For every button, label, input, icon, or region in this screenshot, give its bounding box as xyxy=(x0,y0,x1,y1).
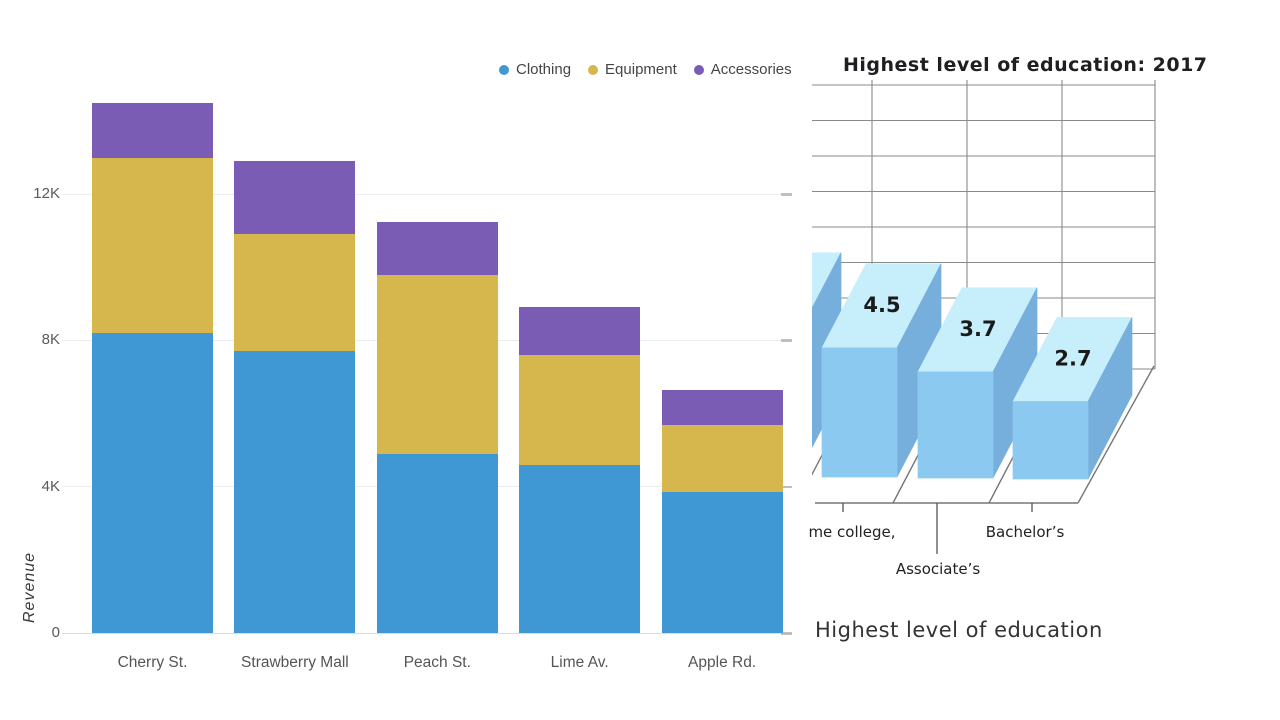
data-labels-layer: 4.5 3.7 2.7 xyxy=(863,293,1091,371)
revenue-stacked-bar-chart: Clothing Equipment Accessories Revenue 0 4K… xyxy=(21,61,792,671)
bar-front-face xyxy=(780,337,797,476)
x-axis-category-label: Strawberry Mall xyxy=(241,654,349,671)
bar-segment-clothing[interactable] xyxy=(519,464,641,633)
x-axis-ticks xyxy=(842,503,1033,554)
category-label: me college, xyxy=(808,523,895,541)
bar-value-label: 2.7 xyxy=(1054,347,1091,371)
bar-segment-accessories[interactable] xyxy=(661,389,783,425)
bar-segment-accessories[interactable] xyxy=(234,161,356,235)
bar-front-face xyxy=(1012,401,1089,480)
legend-dot-icon xyxy=(693,64,704,75)
bar-segment-accessories[interactable] xyxy=(376,221,498,275)
gridline xyxy=(62,193,792,195)
x-axis-category-label: Cherry St. xyxy=(117,654,188,671)
floor-right-edge xyxy=(1077,365,1155,504)
bar-front-face xyxy=(917,371,994,479)
bar-segment-clothing[interactable] xyxy=(234,351,356,633)
x-axis-title: Highest level of education xyxy=(815,618,1103,642)
bar-segment-clothing[interactable] xyxy=(92,333,213,633)
y-axis-tick-label: 0 xyxy=(51,624,60,641)
y-axis-tick-label: 12K xyxy=(33,185,60,203)
legend-item-label: Clothing xyxy=(516,61,572,78)
bar-segment-equipment[interactable] xyxy=(234,234,356,352)
bar-segment-equipment[interactable] xyxy=(92,157,213,334)
x-axis-category-label: Apple Rd. xyxy=(688,654,757,671)
bar-segment-equipment[interactable] xyxy=(519,355,641,465)
education-3d-bar-chart: 4.5 3.7 2.7 Highest level of education: 20… xyxy=(780,0,1280,642)
bar-segment-accessories[interactable] xyxy=(519,307,641,356)
legend-item-clothing[interactable]: Clothing xyxy=(499,61,571,78)
gridline-end-mark xyxy=(781,485,792,489)
legend-dot-icon xyxy=(588,64,599,75)
category-labels-layer: me college, Associate’s Bachelor’s xyxy=(808,523,1064,578)
y-axis-tick-label: 4K xyxy=(41,477,60,495)
chart-legend: Clothing Equipment Accessories xyxy=(499,61,792,78)
clipped-chart-title: Highest level of education: 2017 xyxy=(843,54,1208,76)
bar-segment-equipment[interactable] xyxy=(376,274,498,454)
bar-segment-clothing[interactable] xyxy=(376,453,498,633)
bar-value-label: 4.5 xyxy=(863,293,900,317)
legend-dot-icon xyxy=(499,64,509,75)
bar-segment-clothing[interactable] xyxy=(661,492,783,633)
bar-value-label: 3.7 xyxy=(959,317,996,341)
legend-item-equipment[interactable]: Equipment xyxy=(588,61,677,78)
legend-item-accessories[interactable]: Accessories xyxy=(693,61,792,78)
x-axis-baseline xyxy=(62,632,792,634)
bar-front-face xyxy=(821,347,898,478)
category-label: Bachelor’s xyxy=(986,523,1065,541)
category-label: Associate’s xyxy=(896,560,981,578)
3d-bars-layer xyxy=(780,252,1133,480)
gridline-end-mark xyxy=(781,339,792,342)
x-axis-category-label: Lime Av. xyxy=(550,654,609,671)
gridline-end-mark xyxy=(781,193,792,196)
title-crop-overlay xyxy=(780,0,1280,57)
y-axis-title: Revenue xyxy=(21,551,38,623)
bar-segment-equipment[interactable] xyxy=(661,424,783,493)
x-axis-category-label: Peach St. xyxy=(403,654,471,671)
legend-item-label: Accessories xyxy=(710,61,792,78)
gridline-end-mark xyxy=(781,632,792,635)
bar-segment-accessories[interactable] xyxy=(92,102,213,158)
y-axis-tick-label: 8K xyxy=(41,331,60,349)
legend-item-label: Equipment xyxy=(605,61,677,78)
